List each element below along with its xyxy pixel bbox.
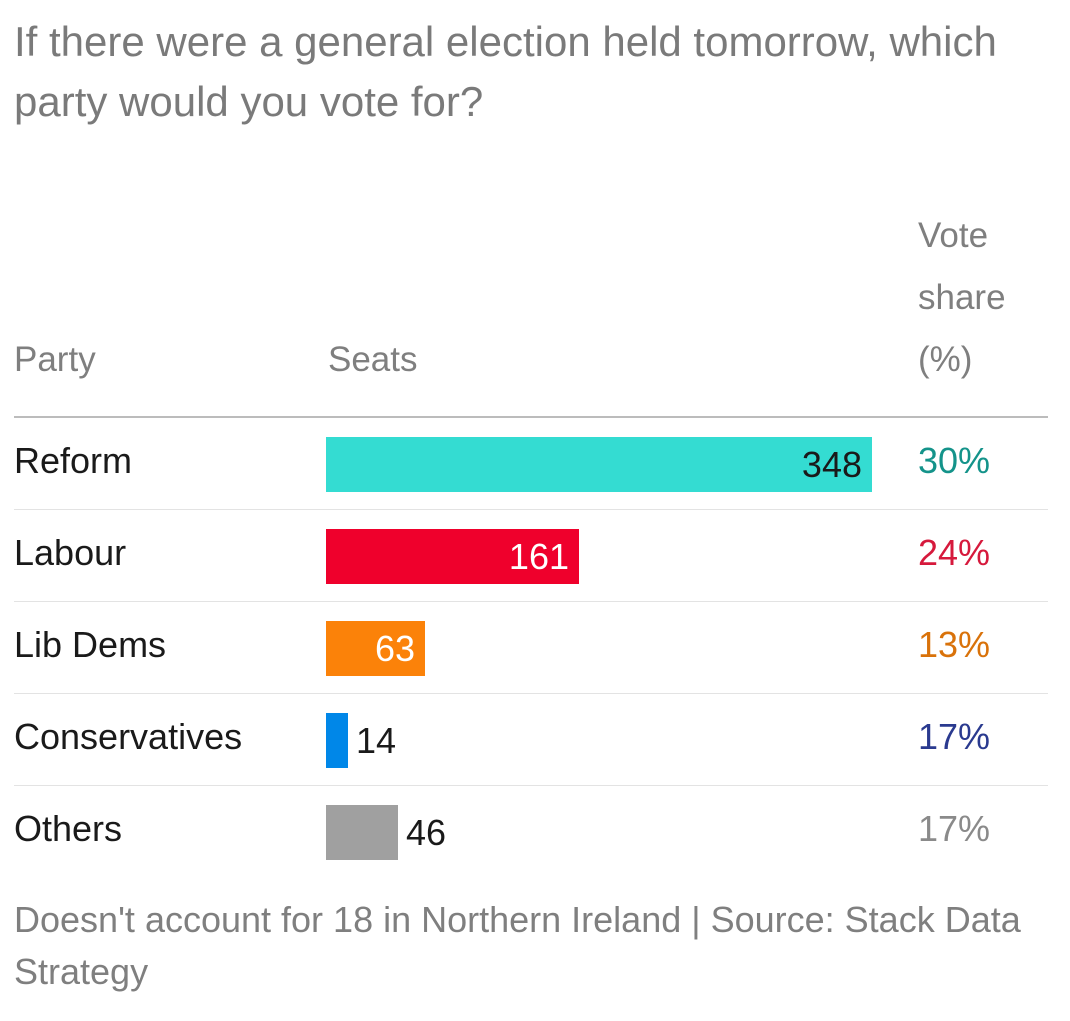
row-divider — [14, 601, 1048, 602]
seat-value-lib-dems: 63 — [374, 628, 415, 669]
row-divider — [14, 509, 1048, 510]
bar-row-lib-dems: Lib Dems 63 13% — [14, 602, 1048, 694]
row-divider — [14, 785, 1048, 786]
party-label-reform: Reform — [14, 440, 133, 481]
party-label-labour: Labour — [14, 532, 127, 573]
seat-value-labour: 161 — [508, 536, 569, 577]
vote-share-labour: 24% — [918, 532, 991, 573]
bar-row-labour: Labour 161 24% — [14, 510, 1048, 602]
party-label-conservatives: Conservatives — [14, 716, 243, 757]
row-divider — [14, 693, 1048, 694]
bar-lib-dems — [326, 621, 425, 676]
seat-value-reform: 348 — [801, 444, 862, 485]
bar-reform — [326, 437, 872, 492]
seat-value-others: 46 — [406, 812, 447, 853]
bar-row-reform: Reform 348 30% — [14, 418, 1048, 510]
vote-share-conservatives: 17% — [918, 716, 991, 757]
column-header-vote-share: Vote share (%) — [918, 216, 1006, 379]
bar-labour — [326, 529, 579, 584]
bar-others — [326, 805, 398, 860]
bar-row-conservatives: Conservatives 14 17% — [14, 694, 1048, 786]
party-label-others: Others — [14, 808, 123, 849]
column-header-seats: Seats — [328, 340, 418, 379]
chart-title: If there were a general election held to… — [14, 18, 997, 125]
header-divider — [14, 416, 1048, 418]
vote-share-others: 17% — [918, 808, 991, 849]
bar-conservatives — [326, 713, 348, 768]
vote-share-reform: 30% — [918, 440, 991, 481]
column-header-party: Party — [14, 340, 96, 379]
seat-value-conservatives: 14 — [356, 720, 397, 761]
vote-share-lib-dems: 13% — [918, 624, 991, 665]
bar-row-others: Others 46 17% — [14, 786, 1048, 878]
party-label-lib-dems: Lib Dems — [14, 624, 167, 665]
chart-footnote: Doesn't account for 18 in Northern Irela… — [14, 899, 1021, 992]
